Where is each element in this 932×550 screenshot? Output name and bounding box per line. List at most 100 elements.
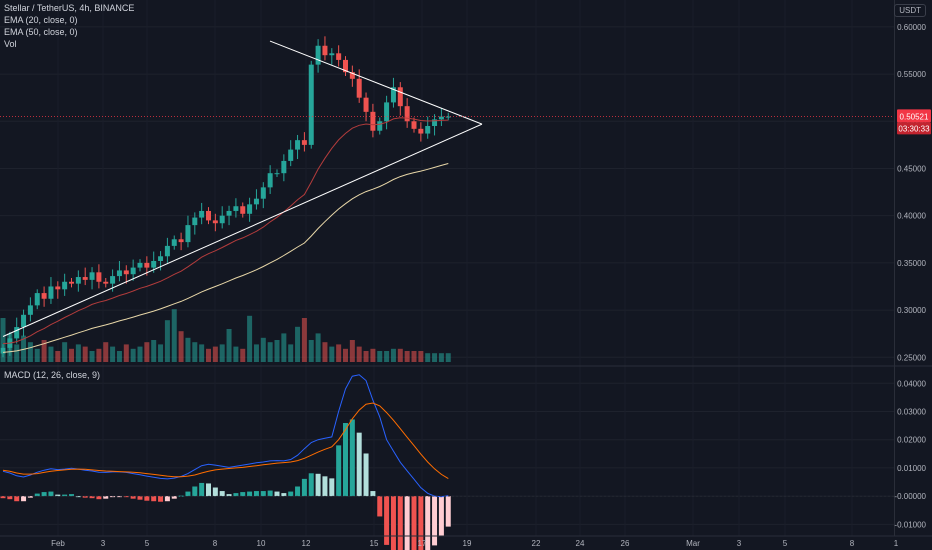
macd-histogram-bar — [445, 496, 451, 527]
time-tick-label: 3 — [737, 539, 742, 548]
macd-histogram-bar — [34, 493, 40, 497]
volume-bar — [199, 344, 205, 362]
ema50-legend[interactable]: EMA (50, close, 0) — [4, 27, 78, 37]
macd-histogram-bar — [0, 496, 6, 499]
volume-bar — [21, 335, 27, 362]
macd-histogram-bar — [281, 493, 287, 497]
macd-legend[interactable]: MACD (12, 26, close, 9) — [4, 370, 101, 380]
countdown-badge — [897, 122, 931, 135]
volume-bar — [69, 348, 74, 362]
macd-histogram-bar — [411, 496, 417, 550]
candle-body — [96, 272, 102, 282]
macd-histogram-bar — [151, 496, 157, 502]
candle-body — [295, 140, 301, 150]
macd-histogram-bar — [7, 496, 13, 500]
macd-tick-label: 0.01000 — [897, 464, 926, 473]
volume-bar — [370, 348, 376, 362]
volume-bar — [96, 348, 102, 362]
volume-bar — [206, 348, 211, 362]
macd-histogram-bar — [123, 496, 129, 498]
macd-histogram-bar — [212, 487, 218, 497]
time-tick-label: 26 — [621, 539, 630, 548]
volume-bar — [438, 353, 444, 362]
volume-bar — [363, 351, 369, 362]
candle-body — [21, 314, 27, 328]
candle-body — [233, 206, 239, 211]
macd-histogram-bar — [247, 491, 253, 497]
macd-histogram-bar — [96, 496, 102, 500]
time-tick-label: 10 — [257, 539, 266, 548]
candle-body — [363, 97, 369, 112]
volume-legend[interactable]: Vol — [4, 39, 17, 49]
upper-trendline — [269, 40, 483, 125]
candle-body — [151, 260, 157, 268]
macd-axis[interactable]: 0.04000 0.03000 0.02000 0.01000 -0.00000 -0.0… — [894, 379, 926, 529]
volume-bar — [267, 342, 273, 362]
trendlines[interactable] — [2, 40, 483, 337]
candle-body — [123, 270, 129, 275]
candle-body — [349, 72, 355, 79]
macd-histogram-bar — [260, 491, 266, 497]
pane-separator[interactable] — [0, 0, 932, 536]
price-tick-label: 0.45000 — [897, 164, 926, 173]
volume-bar — [123, 344, 129, 362]
volume-bar — [41, 340, 47, 362]
volume-bar — [315, 333, 321, 362]
candle-body — [41, 293, 47, 299]
volume-bar — [34, 348, 40, 362]
volume-bar — [75, 344, 81, 362]
macd-histogram-bar — [377, 496, 383, 517]
time-tick-label: 17 — [418, 539, 427, 548]
macd-histogram-bar — [14, 496, 20, 502]
volume-bar — [48, 346, 54, 362]
macd-tick-label: -0.00000 — [894, 492, 926, 501]
macd-histogram-bar — [432, 496, 438, 546]
macd-histogram-bar — [267, 490, 273, 497]
candle-body — [281, 160, 287, 174]
candle-body — [418, 128, 424, 134]
candle-body — [370, 111, 376, 131]
price-axis[interactable]: 0.600000.550000.500000.450000.400000.350… — [897, 23, 931, 362]
price-tick-label: 0.55000 — [897, 70, 926, 79]
macd-histogram-bar — [418, 496, 424, 550]
time-axis[interactable]: Feb 3 5 8 10 12 15 17 19 22 24 26 Mar 3 5 8 1 — [0, 535, 932, 548]
time-tick-label: 12 — [302, 539, 311, 548]
candle-body — [247, 204, 253, 214]
candle-body — [48, 286, 54, 299]
volume-bar — [55, 351, 61, 362]
candle-body — [144, 262, 150, 268]
candle-body — [206, 210, 211, 221]
macd-histogram-bar — [110, 496, 116, 498]
macd-histogram-bar — [315, 473, 321, 497]
time-tick-label: 24 — [576, 539, 585, 548]
ema-lines — [2, 117, 449, 353]
candle-body — [404, 106, 410, 122]
ema20-line — [2, 117, 449, 345]
volume-bar — [144, 342, 150, 362]
candle-body — [34, 293, 40, 306]
time-tick-label: 3 — [101, 539, 106, 548]
currency-unit-badge[interactable]: USDT — [894, 4, 926, 17]
candle-body — [89, 272, 95, 280]
ema20-legend[interactable]: EMA (20, close, 0) — [4, 15, 78, 25]
volume-bar — [418, 351, 424, 362]
macd-tick-label: 0.04000 — [897, 379, 926, 388]
candlesticks[interactable] — [0, 36, 451, 358]
macd-histogram-bar — [219, 491, 225, 497]
volume-bar — [151, 340, 157, 362]
volume-bar — [384, 351, 390, 362]
symbol-title[interactable]: Stellar / TetherUS, 4h, BINANCE — [4, 3, 135, 13]
macd-histogram-bar — [370, 491, 376, 497]
macd-histogram-bar — [322, 476, 328, 497]
volume-bar — [356, 346, 362, 362]
lower-trendline — [2, 123, 483, 337]
macd-histogram-bar — [89, 496, 95, 499]
candle-body — [0, 347, 6, 354]
macd-histogram-bar — [295, 486, 301, 497]
macd-histogram-bar — [233, 493, 239, 497]
candle-body — [315, 45, 321, 65]
candle-body — [343, 59, 348, 73]
volume-bar — [212, 346, 218, 362]
